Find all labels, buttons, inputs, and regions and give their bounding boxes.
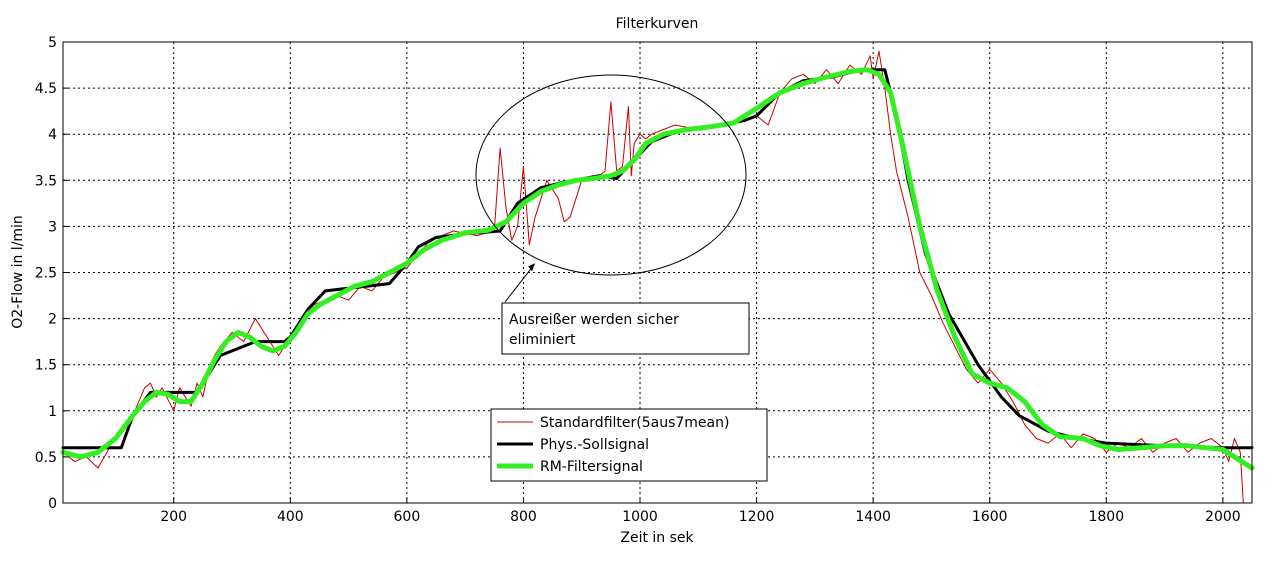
outlier-highlight-ellipse [475,74,747,276]
y-tick-label: 3.5 [35,173,57,189]
x-tick-label: 1200 [739,509,775,525]
y-axis-label: O2-Flow in l/min [10,215,26,329]
plot-area-frame [62,41,1253,504]
x-tick-label: 600 [394,509,421,525]
chart-title: Filterkurven [616,16,699,32]
annotation: Ausreißer werden sicher eliminiert [501,263,750,355]
y-tick-label: 0 [48,496,57,512]
y-tick-label: 4 [48,127,57,143]
y-tick-label: 0.5 [35,450,57,466]
annotation-line-1: Ausreißer werden sicher [509,312,679,328]
x-axis-label: Zeit in sek [620,530,694,546]
x-tick-label: 1400 [855,509,891,525]
x-axis-ticks: 200 400 600 800 1000 1200 1400 1600 1800 2000 [160,498,1241,525]
x-tick-label: 200 [160,509,187,525]
series-lines [60,50,1255,504]
x-tick-label: 1000 [622,509,658,525]
x-tick-label: 400 [277,509,304,525]
y-axis-ticks: 0 0.5 1 1.5 2 2.5 3 3.5 4 4.5 5 [35,35,68,512]
legend: Standardfilter(5aus7mean) Phys.-Sollsign… [490,408,768,482]
legend-label-rm-filtersignal: RM-Filtersignal [540,459,643,475]
legend-label-standardfilter: Standardfilter(5aus7mean) [540,415,729,431]
y-tick-label: 4.5 [35,81,57,97]
y-tick-label: 2.5 [35,266,57,282]
annotation-box [501,302,750,355]
annotation-line-2: eliminiert [509,332,576,348]
annotation-arrow-head [528,263,536,272]
x-tick-label: 2000 [1205,509,1241,525]
y-tick-label: 1.5 [35,358,57,374]
x-tick-label: 1600 [972,509,1008,525]
series-line-rm-filtersignal [60,67,1255,471]
grid-lines [63,42,1252,503]
y-tick-label: 1 [48,404,57,420]
x-tick-label: 800 [510,509,537,525]
x-tick-label: 1800 [1088,509,1124,525]
legend-label-sollsignal: Phys.-Sollsignal [540,437,649,453]
legend-box [490,408,768,482]
y-tick-label: 2 [48,312,57,328]
y-tick-label: 3 [48,219,57,235]
y-tick-label: 5 [48,35,57,51]
annotation-arrow [504,266,533,303]
